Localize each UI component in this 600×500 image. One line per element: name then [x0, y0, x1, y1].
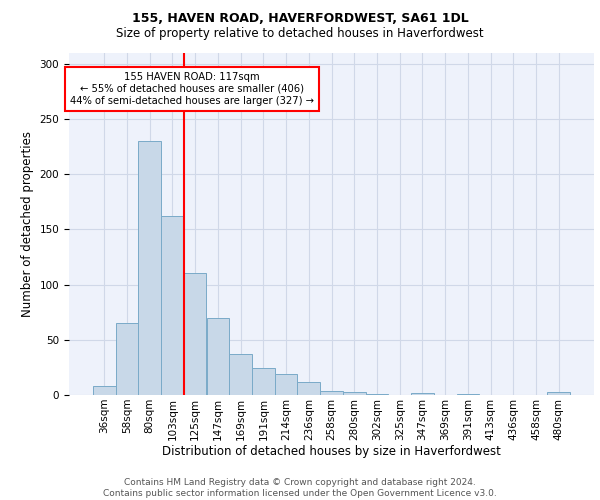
Bar: [320, 390, 343, 395]
Bar: [229, 354, 252, 395]
Bar: [139, 141, 161, 395]
Y-axis label: Number of detached properties: Number of detached properties: [21, 130, 34, 317]
Text: Size of property relative to detached houses in Haverfordwest: Size of property relative to detached ho…: [116, 28, 484, 40]
Text: Contains HM Land Registry data © Crown copyright and database right 2024.
Contai: Contains HM Land Registry data © Crown c…: [103, 478, 497, 498]
Bar: [365, 394, 388, 395]
Bar: [93, 386, 116, 395]
Bar: [457, 394, 479, 395]
Text: 155 HAVEN ROAD: 117sqm
← 55% of detached houses are smaller (406)
44% of semi-de: 155 HAVEN ROAD: 117sqm ← 55% of detached…: [70, 72, 314, 106]
Bar: [547, 392, 570, 395]
Bar: [343, 392, 365, 395]
X-axis label: Distribution of detached houses by size in Haverfordwest: Distribution of detached houses by size …: [162, 446, 501, 458]
Bar: [116, 323, 139, 395]
Bar: [298, 382, 320, 395]
Bar: [161, 216, 184, 395]
Bar: [252, 368, 275, 395]
Text: 155, HAVEN ROAD, HAVERFORDWEST, SA61 1DL: 155, HAVEN ROAD, HAVERFORDWEST, SA61 1DL: [131, 12, 469, 26]
Bar: [184, 274, 206, 395]
Bar: [206, 318, 229, 395]
Bar: [411, 393, 434, 395]
Bar: [275, 374, 298, 395]
